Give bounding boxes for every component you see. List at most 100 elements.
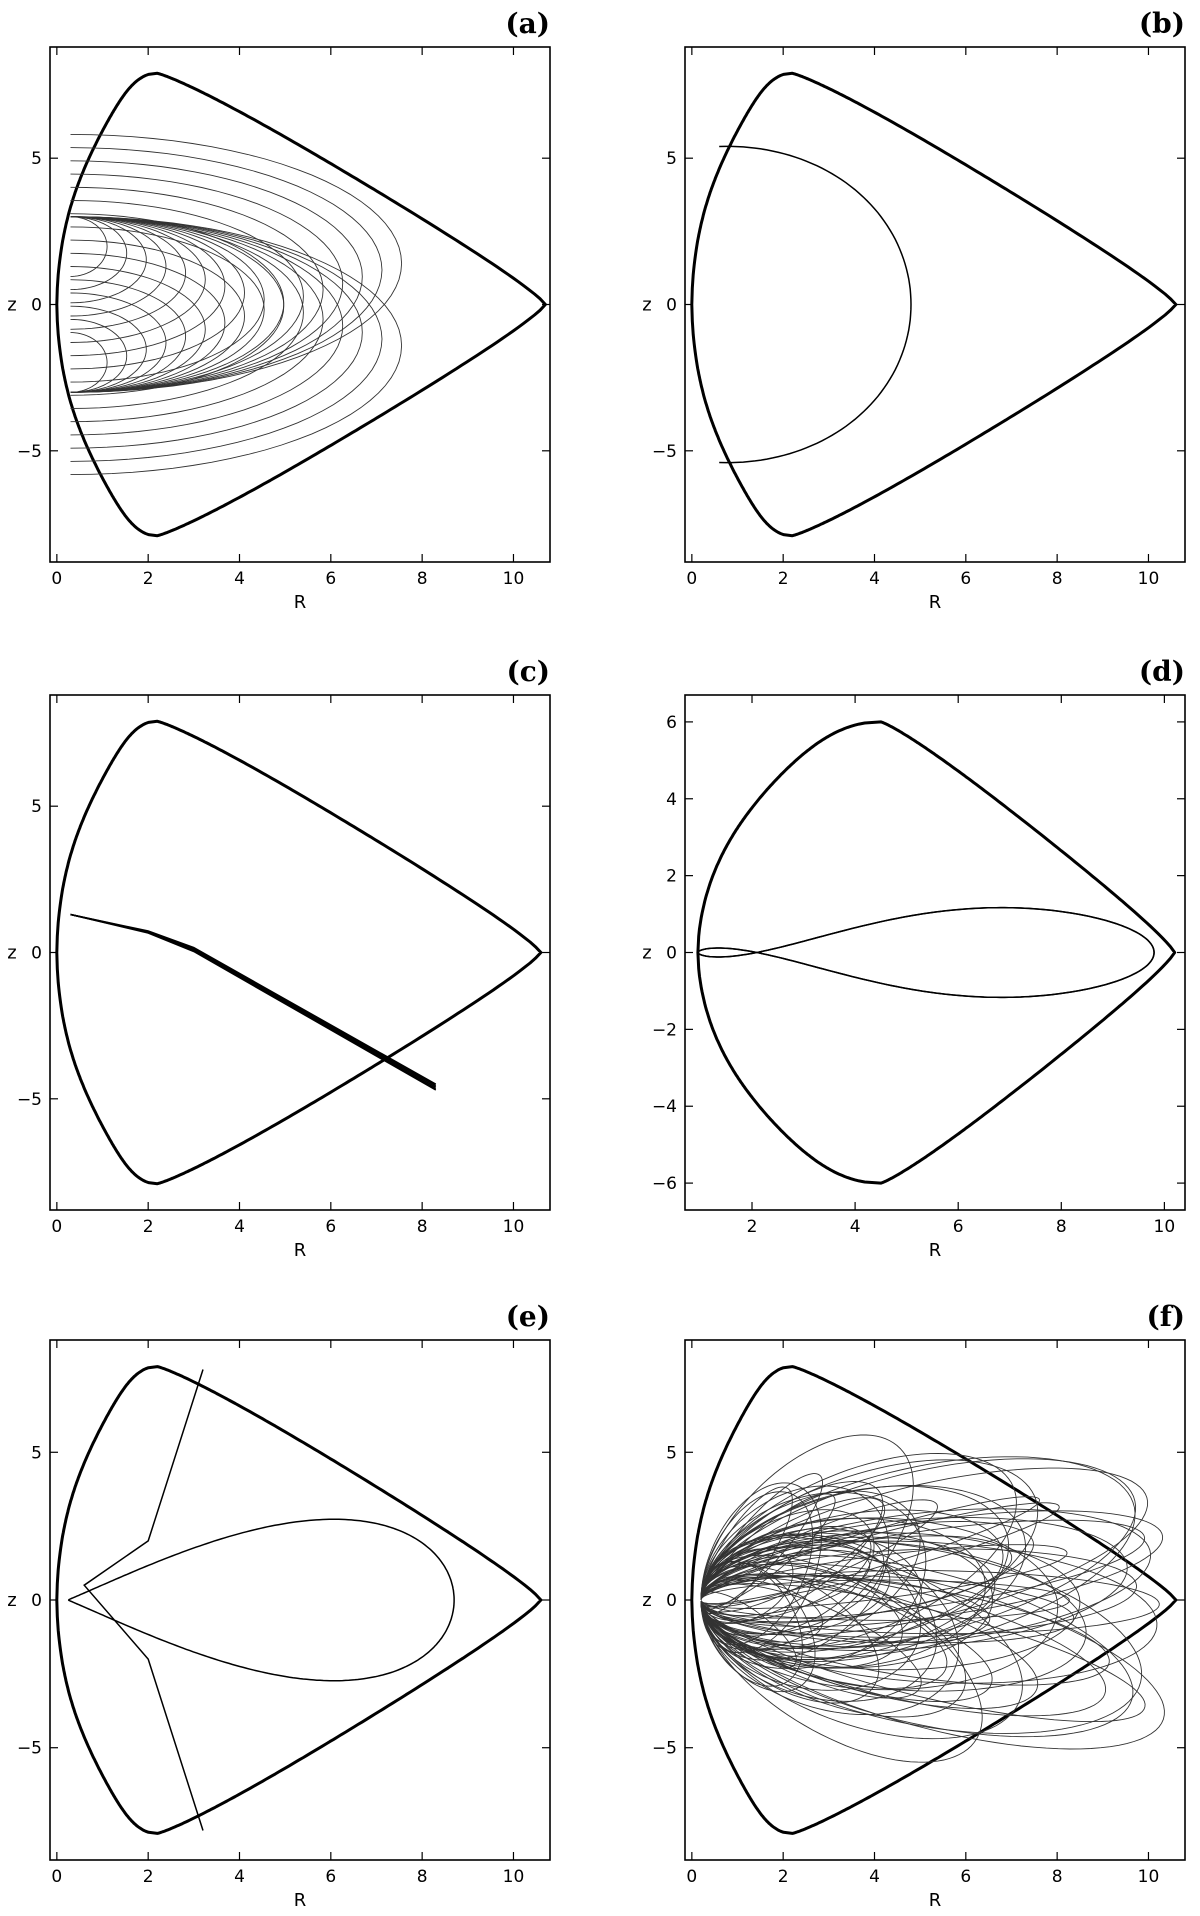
orbit-line: [700, 1491, 927, 1670]
zero-velocity-curve: [55, 1365, 543, 1835]
x-tick-label: 8: [417, 569, 428, 589]
orbit-line: [70, 186, 324, 393]
x-tick-label: 6: [325, 1217, 336, 1237]
orbit-line: [70, 216, 245, 370]
orbit-line: [700, 1573, 948, 1689]
y-tick-label: −5: [652, 1739, 677, 1759]
y-tick-label: 0: [31, 1591, 42, 1611]
orbit-line: [70, 216, 226, 357]
x-tick-label: 8: [1052, 569, 1063, 589]
orbit-line: [719, 145, 912, 464]
x-axis-label: R: [929, 592, 942, 613]
x-axis-label: R: [294, 592, 307, 613]
orbit-line: [70, 318, 128, 393]
x-axis-label: R: [929, 1240, 942, 1261]
orbit-line: [700, 1482, 822, 1654]
y-tick-label: 4: [666, 790, 677, 810]
zero-velocity-curve: [696, 720, 1177, 1185]
panel-e: 0 2 4 6 8 10 −5 0 5 Rz (e): [7, 1300, 551, 1911]
x-axis-label: R: [929, 1890, 942, 1911]
y-tick-label: 2: [666, 867, 677, 887]
x-tick-label: 10: [1138, 1867, 1160, 1887]
orbit-line: [700, 1554, 1134, 1738]
orbit-line: [70, 266, 206, 393]
orbit-line: [70, 216, 187, 330]
plot-area: [55, 71, 547, 538]
orbit-line: [700, 1459, 1039, 1653]
panel-label: (e): [506, 1300, 550, 1333]
panel-a: 0 2 4 6 8 10 −5 0 5 Rz (a): [7, 7, 551, 613]
x-tick-label: 8: [1056, 1217, 1067, 1237]
orbit-line: [700, 1591, 797, 1668]
panel-f: 0 2 4 6 8 10 −5 0 5 Rz (f): [642, 1300, 1186, 1911]
orbit-line: [70, 173, 344, 393]
plot-frame: [49, 46, 551, 563]
plot-area: [696, 720, 1177, 1185]
orbit-line: [70, 216, 344, 436]
y-axis-label: z: [642, 1590, 651, 1611]
orbit-line: [697, 906, 1155, 999]
panel-label: (a): [505, 7, 550, 40]
y-tick-label: −6: [652, 1174, 677, 1194]
plot-frame: [49, 694, 551, 1211]
plot-frame: [684, 46, 1186, 563]
orbit-line: [700, 1485, 890, 1661]
orbit-line: [700, 1540, 1087, 1692]
orbit-line: [70, 332, 108, 393]
orbit-line: [70, 216, 128, 291]
x-tick-label: 0: [51, 569, 62, 589]
x-tick-label: 0: [51, 1867, 62, 1887]
orbit-line: [700, 1499, 938, 1608]
panel-b: 0 2 4 6 8 10 −5 0 5 Rz (b): [642, 7, 1186, 613]
y-tick-label: 0: [666, 1591, 677, 1611]
y-tick-label: −5: [17, 442, 42, 462]
orbit-line: [70, 133, 403, 393]
x-tick-label: 2: [747, 1217, 758, 1237]
y-tick-label: 5: [31, 149, 42, 169]
x-tick-label: 0: [686, 569, 697, 589]
x-tick-label: 8: [417, 1217, 428, 1237]
orbit-line: [700, 1493, 836, 1608]
orbit-line: [70, 216, 383, 462]
y-tick-label: 0: [666, 296, 677, 316]
plot-area: [690, 1365, 1178, 1835]
y-tick-label: −4: [652, 1097, 677, 1117]
panel-label: (f): [1146, 1300, 1185, 1333]
orbit-line: [70, 216, 206, 343]
y-tick-label: −5: [17, 1739, 42, 1759]
orbit-line: [70, 292, 167, 393]
x-tick-label: 6: [960, 1867, 971, 1887]
orbit-line: [70, 216, 403, 476]
orbit-line: [70, 160, 363, 393]
orbit-line: [700, 1502, 1060, 1605]
x-tick-label: 8: [417, 1867, 428, 1887]
orbit-line: [700, 1473, 823, 1610]
y-tick-label: −5: [652, 442, 677, 462]
y-tick-label: 0: [666, 944, 677, 964]
orbit-line: [700, 1570, 1160, 1635]
orbit-line: [70, 216, 324, 423]
orbit-line: [700, 1467, 1149, 1636]
orbit-line: [700, 1525, 872, 1622]
zero-velocity-curve: [55, 71, 547, 538]
orbit-line: [700, 1458, 1137, 1650]
x-tick-label: 4: [234, 1217, 245, 1237]
orbit-line: [70, 147, 383, 393]
y-tick-label: 5: [31, 797, 42, 817]
orbit-line: [70, 239, 245, 393]
orbit-line: [700, 1517, 986, 1669]
x-tick-label: 2: [778, 1867, 789, 1887]
orbit-line: [70, 216, 108, 277]
orbit-line: [700, 1517, 1059, 1691]
x-tick-label: 10: [1138, 569, 1160, 589]
x-tick-label: 8: [1052, 1867, 1063, 1887]
zero-velocity-curve: [690, 71, 1178, 538]
panel-label: (c): [506, 655, 550, 688]
plot-area: [690, 71, 1178, 538]
orbit-line: [700, 1579, 1070, 1621]
y-tick-label: 5: [666, 1443, 677, 1463]
orbit-line: [697, 906, 1155, 999]
orbit-line: [70, 913, 437, 1085]
orbit-line: [70, 279, 187, 393]
